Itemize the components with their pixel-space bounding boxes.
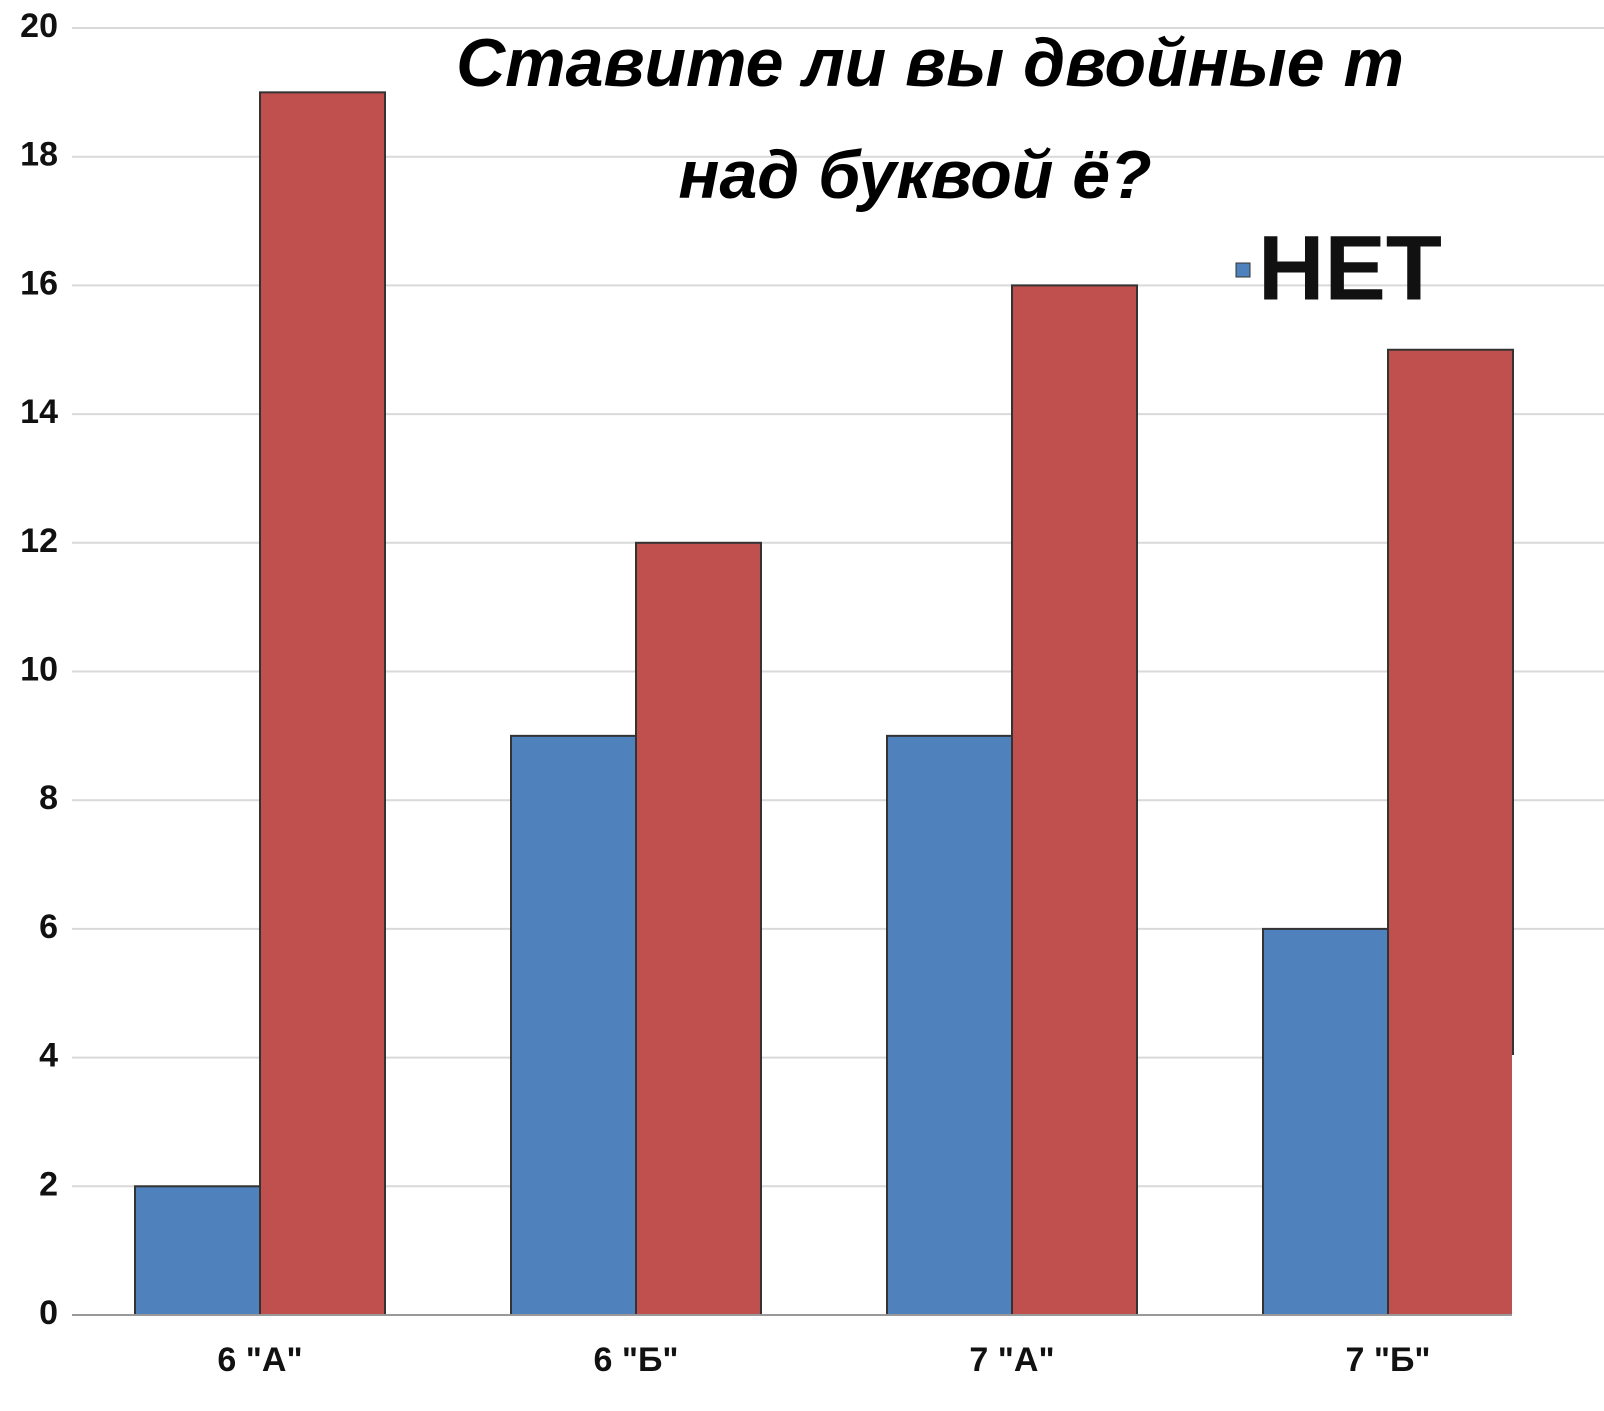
y-tick-label: 4 [39, 1037, 58, 1075]
bar [636, 543, 761, 1315]
overlay-box [1512, 1055, 1604, 1411]
bar [1012, 285, 1137, 1315]
bar [511, 736, 636, 1315]
y-tick-label: 10 [20, 650, 58, 688]
y-tick-label: 12 [20, 522, 58, 560]
bar [887, 736, 1012, 1315]
bar [260, 92, 385, 1315]
x-tick-label: 6 "А" [217, 1341, 302, 1379]
y-tick-label: 18 [20, 136, 58, 174]
y-tick-label: 8 [39, 779, 58, 817]
bar [1263, 929, 1388, 1315]
chart: Ставите ли вы двойные т над буквой ё? НЕ… [0, 0, 1604, 1411]
x-tick-label: 7 "А" [969, 1341, 1054, 1379]
y-tick-label: 0 [39, 1294, 58, 1332]
bar [135, 1186, 260, 1315]
chart-title: над буквой ё? [678, 137, 1151, 213]
legend-label: НЕТ [1258, 217, 1442, 319]
y-tick-label: 16 [20, 264, 58, 302]
y-tick-label: 14 [20, 393, 58, 431]
chart-title: Ставите ли вы двойные т [456, 25, 1404, 101]
x-tick-label: 7 "Б" [1345, 1341, 1430, 1379]
y-tick-label: 2 [39, 1165, 58, 1203]
y-tick-label: 6 [39, 908, 58, 946]
bar [1388, 350, 1513, 1315]
y-tick-label: 20 [20, 7, 58, 45]
legend-swatch [1236, 263, 1250, 277]
x-tick-label: 6 "Б" [593, 1341, 678, 1379]
